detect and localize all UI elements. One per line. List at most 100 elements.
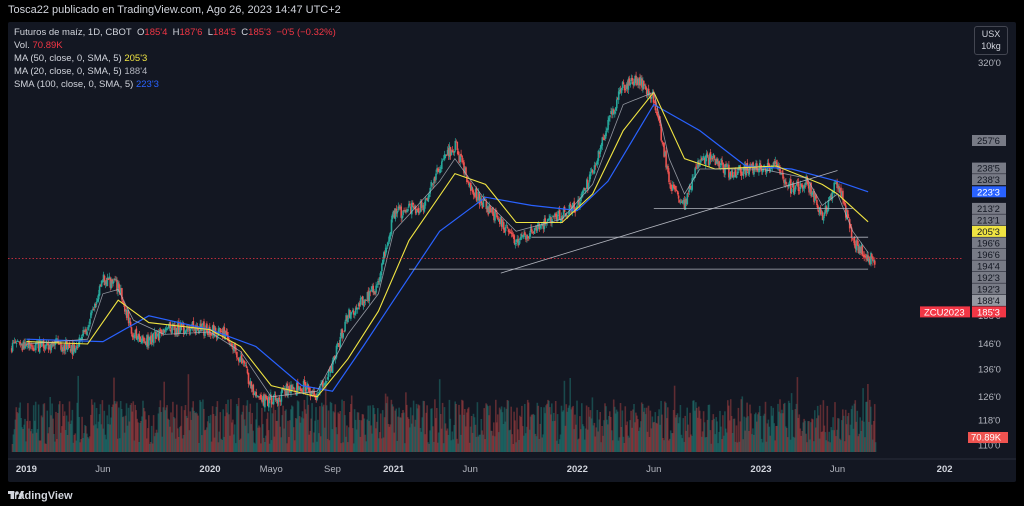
candle bbox=[655, 108, 658, 115]
candle-body bbox=[413, 207, 416, 209]
candle-body bbox=[798, 189, 801, 191]
candle-body bbox=[604, 134, 606, 139]
candle-body bbox=[542, 223, 545, 229]
volume-bar bbox=[43, 403, 46, 452]
candlestick-chart[interactable]: 320'0170'0158'0146'0136'0126'0118'0110'0… bbox=[8, 22, 1016, 482]
candle bbox=[455, 139, 458, 143]
candle-body bbox=[610, 111, 612, 115]
volume-bar bbox=[814, 410, 816, 452]
candle bbox=[845, 203, 847, 221]
volume-bar bbox=[645, 407, 648, 452]
volume-bar bbox=[138, 442, 140, 452]
legend-sma100-row[interactable]: SMA (100, close, 0, SMA, 5) 223'3 bbox=[14, 78, 336, 91]
legend-ma50-row[interactable]: MA (50, close, 0, SMA, 5) 205'3 bbox=[14, 52, 336, 65]
candle bbox=[94, 302, 96, 312]
candle bbox=[509, 229, 512, 234]
volume-bar bbox=[282, 405, 284, 452]
candle-body bbox=[527, 236, 529, 238]
legend-ma20-row[interactable]: MA (20, close, 0, SMA, 5) 188'4 bbox=[14, 65, 336, 78]
candle-body bbox=[807, 182, 809, 186]
candle-body bbox=[420, 200, 423, 208]
volume-bar bbox=[207, 416, 210, 452]
candle bbox=[352, 307, 354, 312]
candle bbox=[869, 256, 871, 266]
candle bbox=[790, 175, 792, 198]
candle-body bbox=[787, 186, 789, 187]
candle-body bbox=[240, 354, 243, 364]
volume-bar bbox=[119, 438, 121, 452]
candle-body bbox=[338, 342, 341, 348]
candle-body bbox=[687, 192, 690, 194]
volume-bar bbox=[836, 429, 838, 452]
candle-body bbox=[771, 165, 774, 169]
volume-bar bbox=[561, 411, 564, 452]
volume-bar bbox=[456, 438, 458, 452]
volume-bar bbox=[337, 412, 339, 452]
candle bbox=[523, 230, 525, 239]
candle-body bbox=[154, 332, 157, 339]
candle-body bbox=[606, 128, 608, 131]
candle bbox=[152, 333, 154, 345]
candle-body bbox=[58, 343, 60, 345]
candle bbox=[416, 207, 419, 212]
candle bbox=[867, 252, 869, 262]
candle bbox=[244, 362, 247, 367]
candle-body bbox=[548, 218, 550, 220]
candle-body bbox=[534, 227, 537, 229]
candle-body bbox=[780, 172, 782, 175]
candle bbox=[287, 385, 289, 399]
volume-bar bbox=[741, 396, 744, 452]
candle-body bbox=[413, 206, 415, 209]
volume-bar bbox=[500, 406, 503, 452]
candle bbox=[624, 84, 627, 93]
volume-bar bbox=[80, 439, 82, 452]
candle bbox=[421, 202, 424, 211]
candle bbox=[871, 253, 873, 260]
candle bbox=[472, 190, 475, 200]
candle-body bbox=[837, 185, 839, 188]
volume-bar bbox=[190, 419, 193, 452]
chart-area[interactable]: Futuros de maíz, 1D, CBOT O185'4 H187'6 … bbox=[8, 22, 1016, 482]
volume-bar bbox=[719, 410, 721, 452]
candle-body bbox=[68, 343, 71, 349]
volume-bar bbox=[252, 430, 254, 452]
candle-body bbox=[53, 342, 55, 346]
volume-bar bbox=[322, 406, 324, 452]
candle bbox=[88, 321, 90, 332]
candle-body bbox=[86, 331, 88, 336]
candle bbox=[372, 282, 374, 296]
candle-body bbox=[467, 180, 469, 182]
candle bbox=[347, 314, 349, 323]
volume-bar bbox=[574, 414, 576, 452]
volume-bar bbox=[149, 442, 152, 452]
volume-bar bbox=[832, 417, 834, 452]
candle-body bbox=[37, 343, 39, 345]
symbol-description[interactable]: Futuros de maíz, 1D, CBOT bbox=[14, 27, 132, 38]
candle bbox=[782, 169, 784, 181]
volume-bar bbox=[77, 375, 79, 452]
candle bbox=[69, 347, 72, 353]
candle bbox=[669, 182, 671, 189]
candle-body bbox=[714, 159, 717, 166]
candle bbox=[696, 164, 698, 169]
volume-bars bbox=[11, 374, 877, 452]
candle-body bbox=[734, 169, 737, 178]
candle bbox=[109, 276, 112, 291]
price-unit-box[interactable]: USX 10kg bbox=[974, 26, 1008, 55]
candle-body bbox=[293, 388, 295, 390]
volume-bar bbox=[470, 416, 473, 452]
candle-body bbox=[182, 324, 185, 334]
legend-volume-row[interactable]: Vol. 70.89K bbox=[14, 39, 336, 52]
price-label-text: 192'3 bbox=[977, 273, 1000, 284]
candle-body bbox=[526, 235, 528, 239]
candle-body bbox=[873, 260, 875, 262]
volume-bar bbox=[140, 421, 142, 452]
volume-bar bbox=[326, 438, 329, 452]
volume-bar bbox=[742, 439, 744, 452]
volume-bar bbox=[233, 434, 235, 452]
volume-bar bbox=[796, 377, 799, 452]
volume-bar bbox=[381, 410, 384, 452]
candle-body bbox=[686, 193, 689, 204]
volume-bar bbox=[554, 401, 557, 452]
volume-bar bbox=[591, 397, 594, 452]
